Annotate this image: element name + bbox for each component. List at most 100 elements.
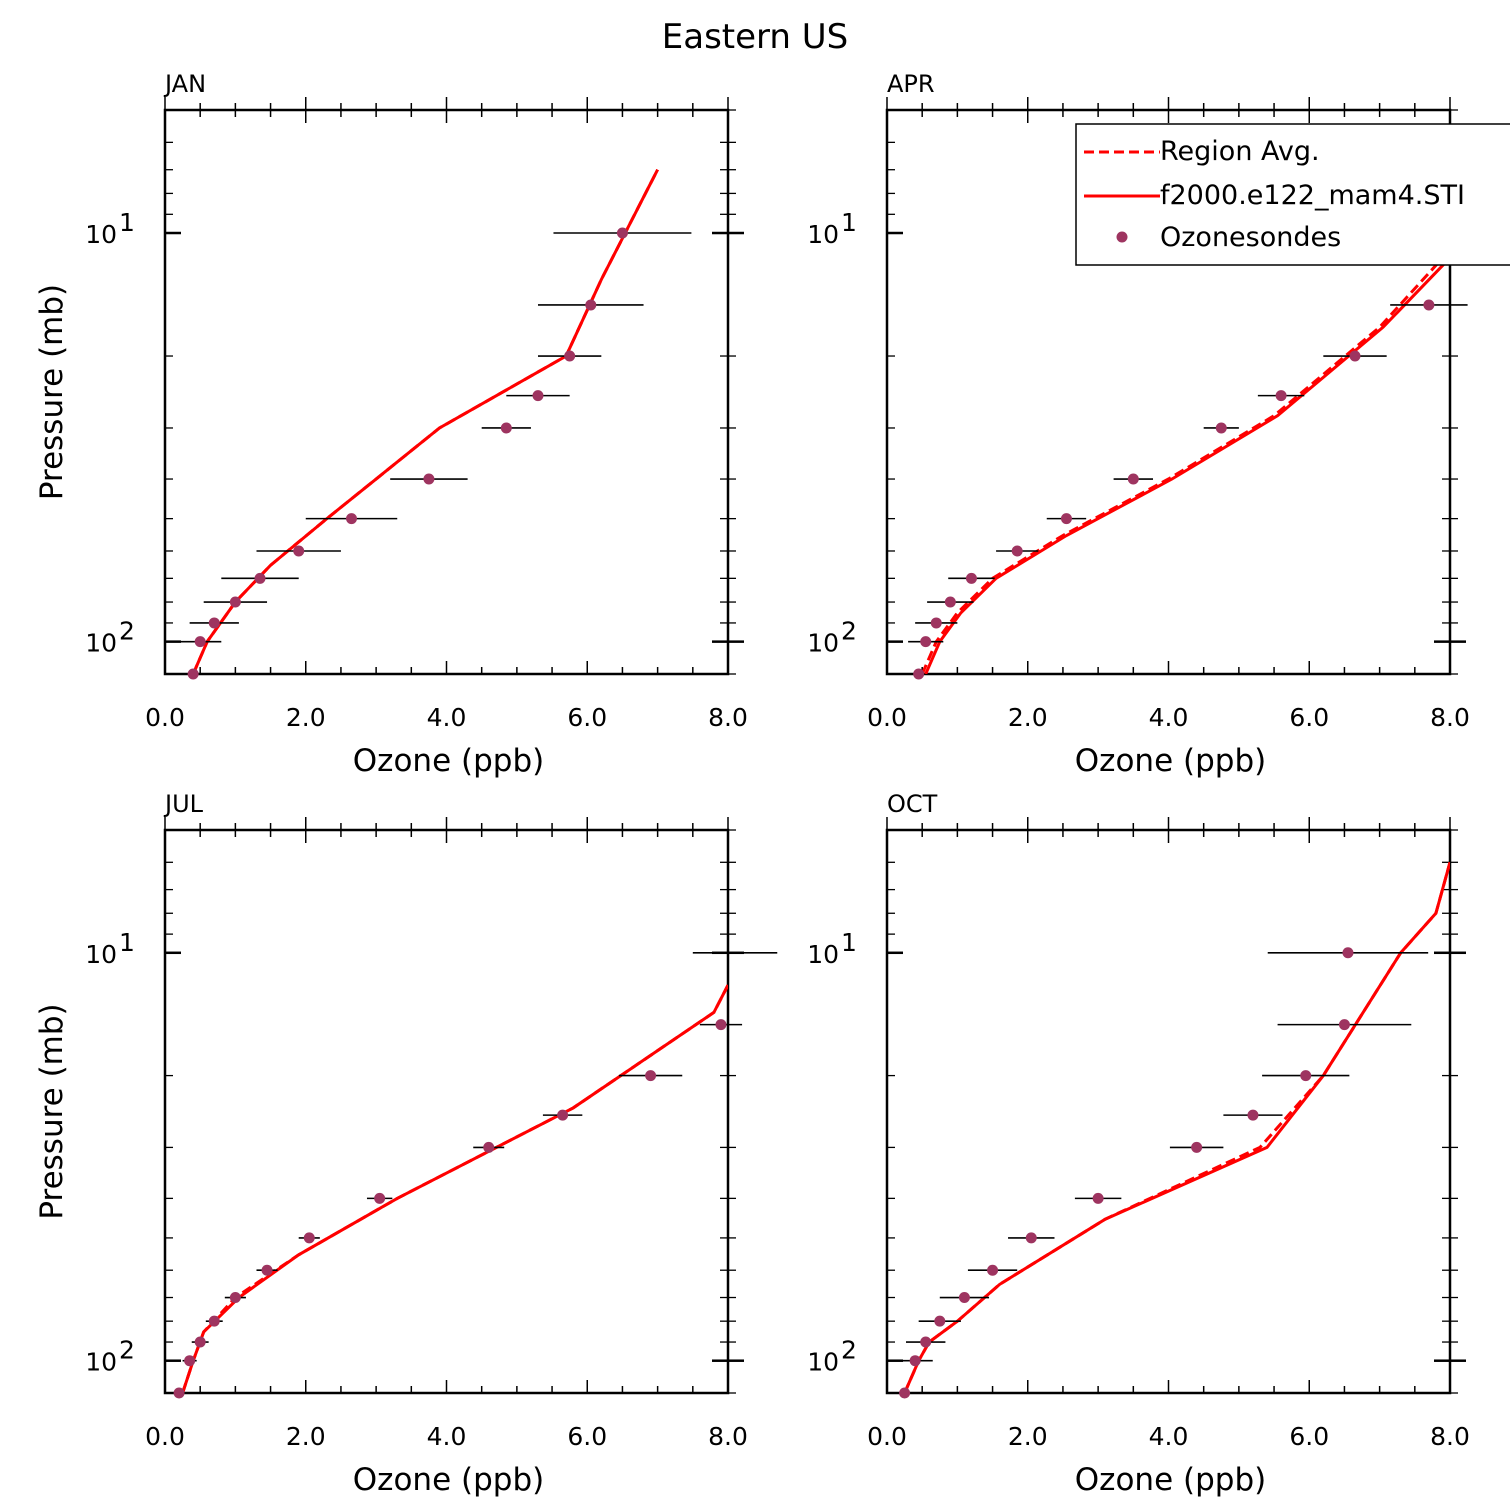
y-tick-label: 10 <box>85 629 117 658</box>
ozonesonde-point <box>423 473 435 485</box>
ozonesonde-point <box>1191 1141 1203 1153</box>
ozonesonde-point <box>229 596 241 608</box>
ozonesonde-point <box>930 617 942 629</box>
legend-label-model: f2000.e122_mam4.STI <box>1160 180 1465 211</box>
x-tick-label: 6.0 <box>1289 1422 1329 1451</box>
x-tick-label: 2.0 <box>1008 703 1048 732</box>
y-tick-label-exponent: 1 <box>841 208 857 237</box>
plot-area <box>181 984 728 1393</box>
ozonesonde-point <box>261 1264 273 1276</box>
y-tick-label: 10 <box>807 220 839 249</box>
ozonesonde-point <box>184 1355 196 1367</box>
x-tick-label: 0.0 <box>145 703 185 732</box>
y-tick-label: 10 <box>85 1348 117 1377</box>
y-tick-label: 10 <box>85 940 117 969</box>
series-line-model <box>191 169 659 674</box>
ozonesonde-point <box>557 1109 569 1121</box>
x-axis-label: Ozone (ppb) <box>1075 743 1266 779</box>
ozonesonde-point <box>1300 1070 1312 1082</box>
ozonesonde-point <box>934 1315 946 1327</box>
x-tick-label: 6.0 <box>567 703 607 732</box>
series-line-model <box>903 861 1450 1393</box>
plot-area <box>920 248 1450 674</box>
x-tick-label: 2.0 <box>286 1422 326 1451</box>
panel-title: JUL <box>163 790 204 818</box>
y-tick-label: 10 <box>807 1348 839 1377</box>
ozonesonde-point <box>187 668 199 680</box>
y-tick-label: 10 <box>807 940 839 969</box>
panel-title: JAN <box>163 70 206 98</box>
y-tick-label-exponent: 1 <box>119 208 135 237</box>
figure-title: Eastern US <box>662 17 849 57</box>
ozonesonde-point <box>564 350 576 362</box>
ozonesonde-point <box>500 422 512 434</box>
x-tick-label: 0.0 <box>867 1422 907 1451</box>
y-tick-label-exponent: 1 <box>119 928 135 957</box>
panel-title: OCT <box>887 790 938 818</box>
x-tick-label: 4.0 <box>1149 1422 1189 1451</box>
x-tick-label: 6.0 <box>567 1422 607 1451</box>
ozonesonde-point <box>913 668 925 680</box>
ozonesonde-point <box>585 299 597 311</box>
ozonesonde-point <box>616 227 628 239</box>
plot-area <box>191 169 659 674</box>
ozonesonde-point <box>965 572 977 584</box>
x-tick-label: 4.0 <box>427 1422 467 1451</box>
ozonesonde-point <box>208 1315 220 1327</box>
ozonesonde-point <box>208 617 220 629</box>
ozonesonde-point <box>958 1292 970 1304</box>
y-tick-label-exponent: 2 <box>841 1336 857 1365</box>
x-tick-label: 8.0 <box>1430 1422 1470 1451</box>
ozonesonde-point <box>1127 473 1139 485</box>
ozonesonde-point <box>920 636 932 648</box>
ozonesonde-point <box>483 1141 495 1153</box>
ozonesonde-point <box>645 1070 657 1082</box>
series-line-region-avg <box>181 984 728 1393</box>
plot-frame <box>163 828 730 1395</box>
ozonesonde-point <box>194 636 206 648</box>
ozonesonde-point <box>254 572 266 584</box>
ozonesonde-point <box>1338 1019 1350 1031</box>
ozonesonde-point <box>1247 1109 1259 1121</box>
ozonesonde-point <box>1423 299 1435 311</box>
ozonesonde-point <box>1092 1192 1104 1204</box>
x-tick-label: 8.0 <box>708 703 748 732</box>
y-axis-label: Pressure (mb) <box>34 1003 70 1219</box>
ozonesonde-point <box>345 513 357 525</box>
ozonesonde-point <box>374 1192 386 1204</box>
ozonesonde-point <box>173 1387 185 1399</box>
ozonesonde-point <box>194 1336 206 1348</box>
y-tick-label: 10 <box>807 629 839 658</box>
y-tick-label-exponent: 2 <box>119 617 135 646</box>
ozonesonde-point <box>987 1264 999 1276</box>
ozonesonde-point <box>920 1336 932 1348</box>
ozonesonde-point <box>1275 390 1287 402</box>
y-tick-label-exponent: 1 <box>841 928 857 957</box>
x-tick-label: 6.0 <box>1289 703 1329 732</box>
legend: Region Avg. f2000.e122_mam4.STI Ozoneson… <box>1075 123 1510 266</box>
x-tick-label: 4.0 <box>1149 703 1189 732</box>
x-tick-label: 4.0 <box>427 703 467 732</box>
series-line-region-avg <box>903 861 1450 1393</box>
y-tick-label-exponent: 2 <box>841 617 857 646</box>
y-axis-label: Pressure (mb) <box>34 284 70 500</box>
ozonesonde-point <box>303 1232 315 1244</box>
ozonesonde-point <box>532 390 544 402</box>
legend-marker-icon <box>1116 231 1128 243</box>
panel-title: APR <box>887 70 935 98</box>
series-line-model <box>181 984 728 1393</box>
y-tick-label: 10 <box>85 220 117 249</box>
legend-label-ozonesondes: Ozonesondes <box>1160 222 1341 253</box>
ozonesonde-point <box>715 1019 727 1031</box>
ozonesonde-point <box>1215 422 1227 434</box>
ozonesonde-point <box>229 1292 241 1304</box>
series-line-region-avg <box>920 248 1450 674</box>
x-tick-label: 0.0 <box>867 703 907 732</box>
plot-area <box>903 861 1450 1393</box>
x-tick-label: 8.0 <box>1430 703 1470 732</box>
x-tick-label: 8.0 <box>708 1422 748 1451</box>
x-axis-label: Ozone (ppb) <box>1075 1462 1266 1498</box>
